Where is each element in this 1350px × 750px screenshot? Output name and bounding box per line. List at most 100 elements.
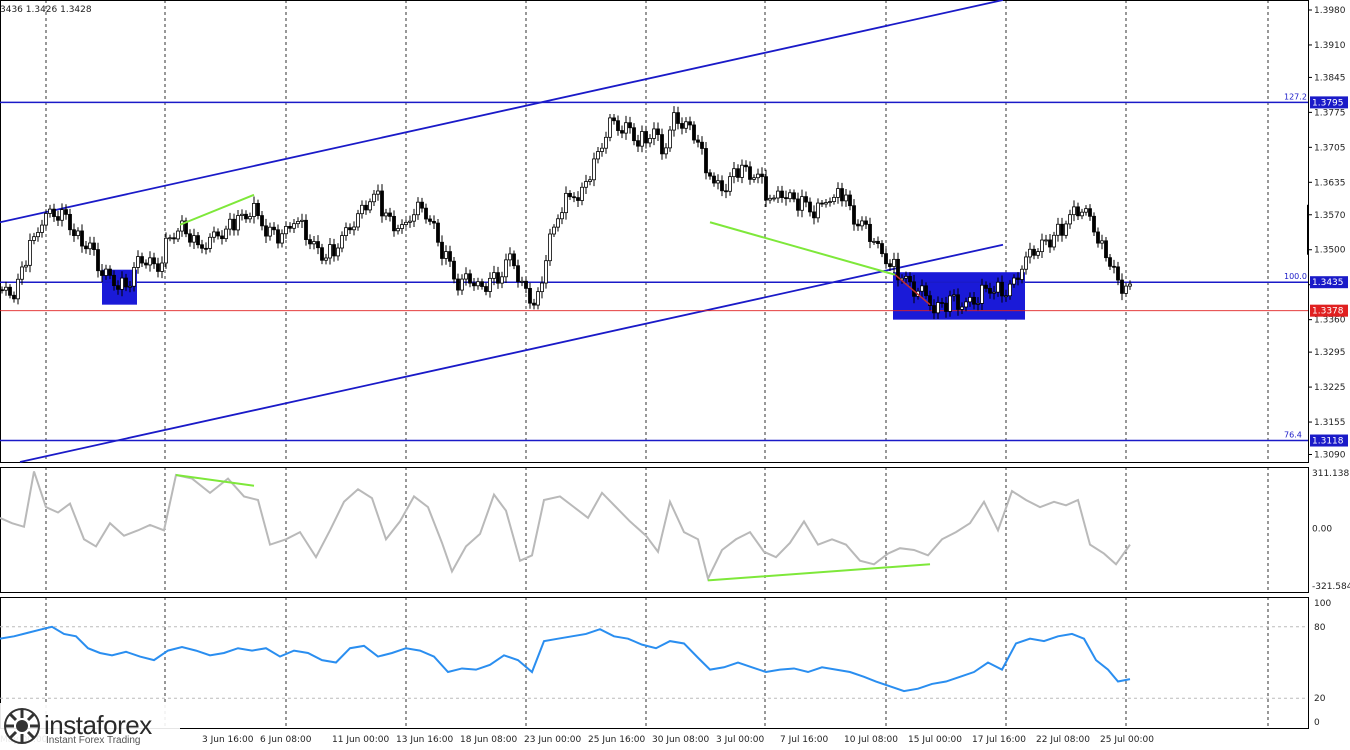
candle-body bbox=[1064, 223, 1068, 236]
candle-body bbox=[1124, 285, 1128, 294]
candle-body bbox=[948, 295, 952, 312]
candle-body bbox=[76, 230, 80, 237]
candle-body bbox=[304, 219, 308, 240]
candle-body bbox=[1088, 208, 1092, 217]
candle-body bbox=[740, 164, 744, 178]
candle-body bbox=[648, 137, 652, 144]
candle-body bbox=[888, 263, 892, 267]
date-axis-label: 30 Jun 08:00 bbox=[652, 735, 709, 745]
candles-group bbox=[0, 106, 1132, 320]
candle-body bbox=[492, 272, 496, 279]
candle-body bbox=[12, 294, 16, 300]
candle-body bbox=[632, 127, 636, 142]
candle-body bbox=[88, 242, 92, 250]
swing-red-segment bbox=[894, 274, 931, 306]
candle-body bbox=[372, 193, 376, 203]
candle-body bbox=[40, 224, 44, 233]
candle-body bbox=[4, 286, 8, 291]
candle-body bbox=[60, 209, 64, 221]
candle-body bbox=[724, 190, 728, 193]
candle-body bbox=[104, 268, 108, 276]
candle-body bbox=[1028, 248, 1032, 258]
date-axis-label: 7 Jul 16:00 bbox=[780, 735, 829, 745]
cci-line bbox=[0, 471, 1131, 582]
price-axis-label: 1.3500 bbox=[1314, 246, 1346, 256]
candle-body bbox=[572, 196, 576, 199]
candle-body bbox=[132, 267, 136, 287]
candle-body bbox=[432, 220, 436, 224]
candle-body bbox=[548, 233, 552, 262]
candle-body bbox=[684, 121, 688, 129]
candle-body bbox=[24, 264, 28, 268]
candle-body bbox=[612, 117, 616, 122]
candle-body bbox=[344, 227, 348, 236]
price-axis-label: 1.3980 bbox=[1314, 6, 1346, 16]
rsi-axis-label: 100 bbox=[1314, 599, 1331, 609]
candle-body bbox=[336, 247, 340, 257]
candle-body bbox=[540, 282, 544, 293]
candle-body bbox=[796, 198, 800, 211]
candle-body bbox=[620, 130, 624, 134]
candle-body bbox=[260, 215, 264, 227]
channel-lower-line bbox=[19, 243, 1004, 463]
candle-body bbox=[1016, 277, 1020, 280]
candle-body bbox=[8, 286, 12, 296]
candle-body bbox=[388, 212, 392, 217]
candle-body bbox=[596, 151, 600, 160]
candle-body bbox=[696, 139, 700, 143]
candle-body bbox=[248, 216, 252, 220]
watermark-tagline: Instant Forex Trading bbox=[46, 735, 141, 746]
candle-body bbox=[44, 213, 48, 226]
candle-body bbox=[1116, 266, 1120, 281]
candle-body bbox=[728, 176, 732, 192]
candle-body bbox=[112, 274, 116, 287]
candle-body bbox=[360, 204, 364, 215]
candle-body bbox=[204, 247, 208, 250]
candle-body bbox=[240, 213, 244, 216]
candle-body bbox=[384, 212, 388, 217]
candle-body bbox=[200, 244, 204, 249]
candle-body bbox=[608, 117, 612, 138]
candle-body bbox=[692, 124, 696, 141]
candle-body bbox=[956, 294, 960, 310]
candle-body bbox=[160, 262, 164, 272]
candle-body bbox=[512, 253, 516, 267]
candle-body bbox=[856, 223, 860, 227]
candle-body bbox=[832, 196, 836, 202]
price-axis-label: 1.3705 bbox=[1314, 143, 1346, 153]
candle-body bbox=[196, 235, 200, 246]
candle-body bbox=[628, 122, 632, 129]
candle-body bbox=[864, 220, 868, 225]
price-axis-label: 1.3775 bbox=[1314, 108, 1346, 118]
date-axis-label: 25 Jun 16:00 bbox=[588, 735, 645, 745]
price-axis-label: 1.3225 bbox=[1314, 383, 1346, 393]
candle-body bbox=[148, 257, 152, 266]
candle-body bbox=[36, 232, 40, 238]
candle-body bbox=[476, 281, 480, 287]
candle-body bbox=[1004, 295, 1008, 298]
candle-body bbox=[296, 221, 300, 225]
candle-body bbox=[156, 263, 160, 272]
fib-level-badge bbox=[1310, 276, 1348, 289]
candle-body bbox=[556, 218, 560, 228]
candle-body bbox=[1032, 248, 1036, 256]
candle-body bbox=[960, 306, 964, 310]
candle-body bbox=[980, 284, 984, 304]
date-axis-label: 11 Jun 00:00 bbox=[332, 735, 389, 745]
candle-body bbox=[876, 240, 880, 244]
candle-body bbox=[504, 259, 508, 278]
candle-body bbox=[820, 202, 824, 205]
price-axis-label: 1.3635 bbox=[1314, 178, 1346, 188]
candle-body bbox=[256, 202, 260, 216]
candle-body bbox=[48, 208, 52, 214]
rsi-axis-label: 80 bbox=[1314, 623, 1326, 633]
candle-body bbox=[1060, 223, 1064, 236]
candle-body bbox=[320, 247, 324, 261]
candle-body bbox=[908, 275, 912, 283]
price-axis-label: 1.3845 bbox=[1314, 73, 1346, 83]
candle-body bbox=[924, 285, 928, 297]
candle-body bbox=[288, 225, 292, 229]
candle-body bbox=[964, 301, 968, 308]
watermark: instaforex Instant Forex Trading bbox=[0, 703, 180, 750]
candle-body bbox=[816, 202, 820, 219]
